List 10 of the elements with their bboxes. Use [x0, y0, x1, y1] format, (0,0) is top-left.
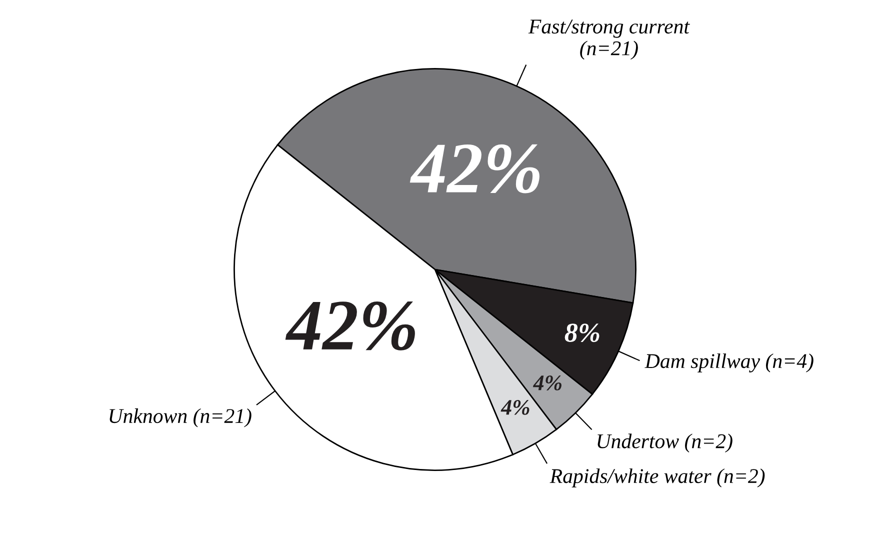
data-label: 4% [532, 376, 562, 390]
data-label: 8% [564, 324, 600, 342]
slice-label: Dam spillway (n=4) [644, 353, 814, 372]
slice-label: Rapids/white water (n=2) [550, 468, 765, 488]
slice-label: Fast/strong current (n=21) [528, 20, 690, 60]
data-label: 42% [410, 144, 540, 194]
slice-label: Unknown (n=21) [110, 408, 252, 428]
data-label: 4% [500, 400, 530, 415]
data-label: 42% [285, 301, 415, 350]
slice-label: Undertow (n=2) [598, 434, 732, 453]
